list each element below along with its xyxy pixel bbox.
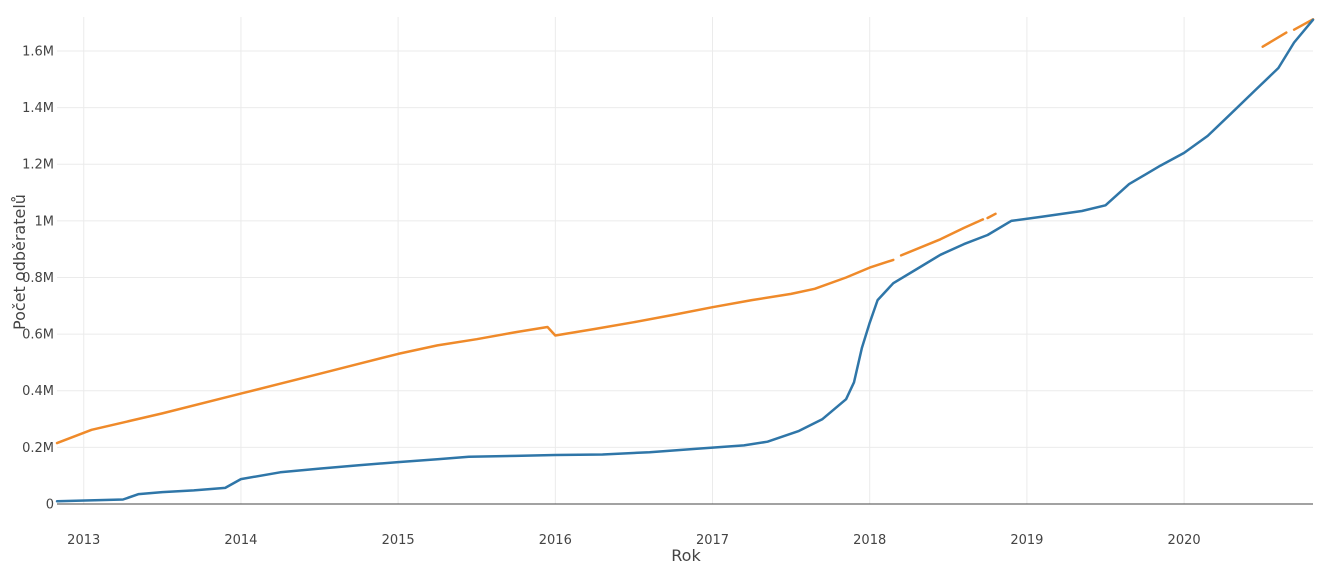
y-tick-label: 1.6M — [22, 44, 54, 59]
series-line-orange — [1261, 31, 1288, 48]
x-tick-label: 2018 — [853, 533, 886, 548]
y-tick-label: 1.2M — [22, 158, 54, 173]
y-tick-label: 0.4M — [22, 384, 54, 399]
series-line-orange — [986, 212, 997, 220]
series-line-orange — [55, 258, 895, 445]
x-tick-label: 2015 — [382, 533, 415, 548]
x-tick-label: 2019 — [1010, 533, 1043, 548]
y-tick-label: 1M — [35, 214, 55, 229]
x-tick-label: 2017 — [696, 533, 729, 548]
y-tick-label: 0 — [46, 498, 54, 513]
x-tick-label: 2014 — [224, 533, 257, 548]
series-layer — [55, 18, 1315, 503]
y-tick-labels: 0 0.2M 0.4M 0.6M 0.8M 1M 1.2M 1.4M 1.6M — [22, 44, 54, 512]
x-tick-labels: 2013 2014 2015 2016 2017 2018 2019 2020 — [67, 533, 1200, 548]
y-axis-title: Počet odběratelů — [10, 194, 29, 330]
y-tick-label: 0.6M — [22, 328, 54, 343]
series-line-orange — [899, 218, 985, 257]
x-tick-label: 2016 — [539, 533, 572, 548]
y-tick-label: 0.2M — [22, 441, 54, 456]
x-tick-label: 2020 — [1168, 533, 1201, 548]
series-line-blue — [55, 18, 1315, 503]
series-line-orange — [1292, 18, 1315, 31]
grid-layer — [57, 17, 1313, 504]
y-tick-label: 1.4M — [22, 101, 54, 116]
x-tick-label: 2013 — [67, 533, 100, 548]
y-tick-label: 0.8M — [22, 271, 54, 286]
x-axis-title: Rok — [671, 546, 701, 565]
